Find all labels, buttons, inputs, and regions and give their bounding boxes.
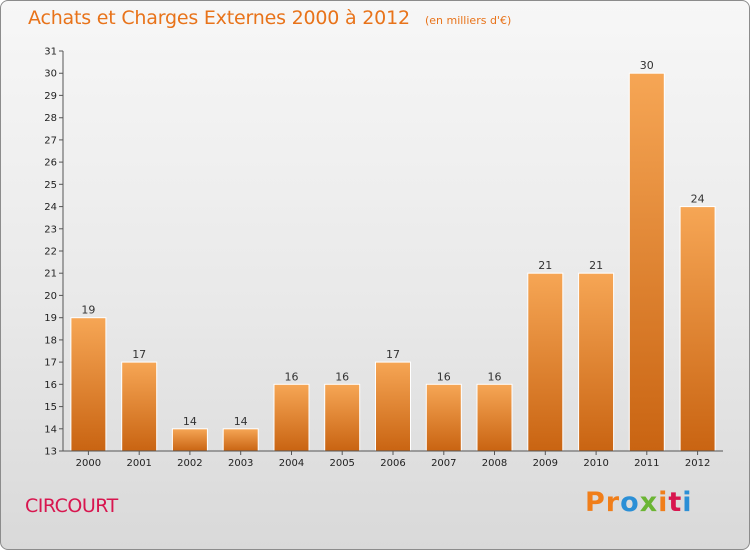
logo-letter: x — [639, 487, 659, 518]
bars-group: 19 17 14 14 16 16 17 16 16 21 21 30 24 — [70, 59, 716, 452]
logo-letter: r — [605, 487, 621, 518]
bar-2008 — [476, 383, 513, 452]
axes-group: 13 14 15 16 17 18 19 20 21 22 23 24 25 26 27 28 29 30 31 20… — [44, 47, 723, 469]
bar-2009 — [527, 272, 564, 452]
x-tick-label-2007: 2007 — [431, 458, 456, 469]
x-tick-label-2003: 2003 — [228, 458, 253, 469]
value-label-2009: 21 — [538, 259, 552, 272]
y-tick-label-21: 21 — [44, 269, 57, 280]
logo-letter: P — [585, 487, 606, 518]
x-tick-label-2012: 2012 — [685, 458, 710, 469]
x-tick-label-2011: 2011 — [634, 458, 659, 469]
chart-unit: (en milliers d'€) — [424, 14, 512, 27]
value-label-2001: 17 — [132, 348, 146, 361]
value-label-2000: 19 — [81, 304, 95, 317]
chart-title-row: Achats et Charges Externes 2000 à 2012 (… — [28, 7, 511, 29]
value-label-2011: 30 — [640, 59, 654, 72]
y-tick-label-30: 30 — [44, 69, 57, 80]
bar-2002 — [171, 428, 208, 452]
value-label-2007: 16 — [437, 370, 451, 383]
y-tick-label-16: 16 — [44, 380, 57, 391]
value-label-2005: 16 — [335, 370, 349, 383]
bar-2004 — [273, 383, 310, 452]
y-tick-label-15: 15 — [44, 402, 57, 413]
bar-2010 — [578, 272, 615, 452]
y-tick-label-27: 27 — [44, 135, 57, 146]
x-tick-label-2002: 2002 — [177, 458, 202, 469]
x-tick-label-2009: 2009 — [533, 458, 558, 469]
y-tick-label-20: 20 — [44, 291, 57, 302]
y-tick-label-26: 26 — [44, 158, 57, 169]
logo-letter: t — [668, 487, 683, 518]
bar-2006 — [375, 361, 411, 452]
y-tick-label-28: 28 — [44, 113, 57, 124]
place-name: CIRCOURT — [25, 495, 118, 517]
bar-2005 — [324, 383, 361, 452]
value-label-2008: 16 — [488, 370, 502, 383]
x-tick-label-2005: 2005 — [329, 458, 354, 469]
y-tick-label-18: 18 — [44, 335, 57, 346]
y-tick-label-29: 29 — [44, 91, 57, 102]
y-tick-label-25: 25 — [44, 180, 57, 191]
y-tick-label-22: 22 — [44, 247, 57, 258]
x-tick-label-2000: 2000 — [76, 458, 101, 469]
x-tick-label-2008: 2008 — [482, 458, 507, 469]
logo-letter: i — [658, 487, 669, 518]
y-tick-label-17: 17 — [44, 358, 57, 369]
y-tick-label-13: 13 — [44, 447, 57, 458]
bar-2001 — [121, 361, 158, 452]
value-label-2002: 14 — [183, 415, 197, 428]
y-tick-label-24: 24 — [44, 202, 57, 213]
logo-letter: o — [620, 487, 640, 518]
bar-2000 — [70, 317, 107, 452]
value-label-2010: 21 — [589, 259, 603, 272]
bar-2003 — [222, 428, 259, 452]
bar-2011 — [628, 72, 665, 452]
x-tick-label-2004: 2004 — [279, 458, 304, 469]
logo-letter: i — [682, 487, 693, 518]
y-tick-label-23: 23 — [44, 224, 57, 235]
x-tick-label-2006: 2006 — [380, 458, 405, 469]
y-tick-label-19: 19 — [44, 313, 57, 324]
value-label-2004: 16 — [285, 370, 299, 383]
x-tick-label-2010: 2010 — [583, 458, 608, 469]
bar-2012 — [679, 206, 716, 452]
chart-title: Achats et Charges Externes 2000 à 2012 — [28, 7, 410, 29]
x-tick-label-2001: 2001 — [126, 458, 151, 469]
bar-2007 — [425, 383, 462, 452]
y-tick-label-14: 14 — [44, 424, 57, 435]
value-label-2003: 14 — [234, 415, 248, 428]
value-label-2012: 24 — [691, 193, 705, 206]
value-label-2006: 17 — [386, 348, 400, 361]
y-tick-label-31: 31 — [44, 47, 57, 58]
proxiti-logo: Proxiti — [585, 487, 693, 518]
